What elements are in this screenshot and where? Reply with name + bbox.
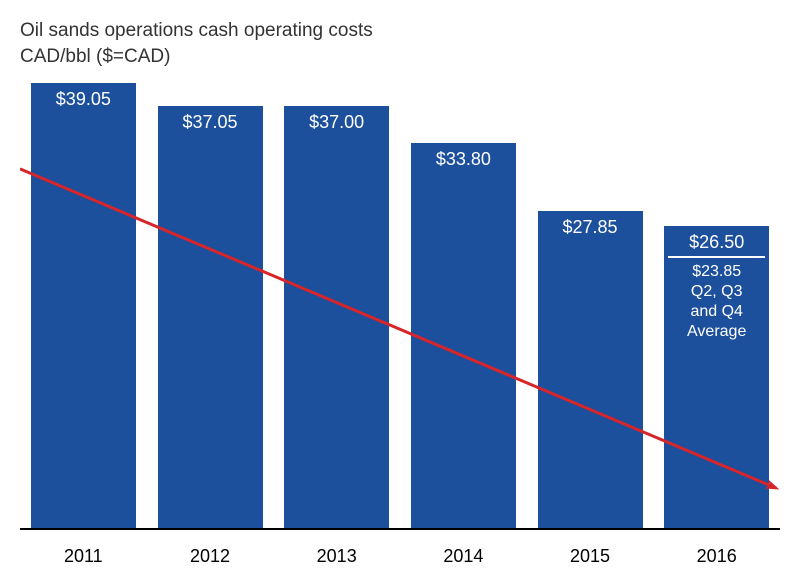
bar-sub-text: Q2, Q3 (670, 282, 763, 302)
chart-title-line1: Oil sands operations cash operating cost… (20, 18, 780, 44)
x-axis: 201120122013201420152016 (20, 532, 780, 576)
chart-container: Oil sands operations cash operating cost… (0, 0, 800, 576)
bar: $37.00 (284, 106, 389, 528)
bar-value-label: $27.85 (538, 217, 643, 238)
chart-title: Oil sands operations cash operating cost… (20, 18, 780, 69)
bar: $26.50 $23.85Q2, Q3and Q4Average (664, 226, 769, 528)
bar: $39.05 (31, 83, 136, 528)
bar: $27.85 (538, 211, 643, 528)
bar-value-label: $33.80 (411, 149, 516, 170)
x-tick-label: 2012 (147, 532, 274, 576)
bar-slot: $39.05 (20, 72, 147, 528)
bars-group: $39.05 $37.05 $37.00 $33.80 $27.85 $26.50 $23.… (20, 72, 780, 528)
bar-divider (668, 256, 765, 258)
chart-title-line2: CAD/bbl ($=CAD) (20, 44, 780, 70)
bar-slot: $37.05 (147, 72, 274, 528)
bar: $33.80 (411, 143, 516, 528)
bar-sub-label: $23.85Q2, Q3and Q4Average (664, 262, 769, 342)
bar-slot: $26.50 $23.85Q2, Q3and Q4Average (653, 72, 780, 528)
x-tick-label: 2015 (527, 532, 654, 576)
x-tick-label: 2013 (273, 532, 400, 576)
plot-area: $39.05 $37.05 $37.00 $33.80 $27.85 $26.50 $23.… (20, 72, 780, 530)
bar-sub-value: $23.85 (670, 262, 763, 282)
x-tick-label: 2014 (400, 532, 527, 576)
bar-value-label: $39.05 (31, 89, 136, 110)
bar-sub-text: Average (670, 322, 763, 342)
bar-slot: $27.85 (527, 72, 654, 528)
bar-value-label: $26.50 (664, 232, 769, 253)
bar: $37.05 (158, 106, 263, 528)
bar-value-label: $37.05 (158, 112, 263, 133)
x-tick-label: 2011 (20, 532, 147, 576)
bar-sub-text: and Q4 (670, 302, 763, 322)
bar-slot: $33.80 (400, 72, 527, 528)
bar-slot: $37.00 (273, 72, 400, 528)
x-tick-label: 2016 (653, 532, 780, 576)
bar-value-label: $37.00 (284, 112, 389, 133)
